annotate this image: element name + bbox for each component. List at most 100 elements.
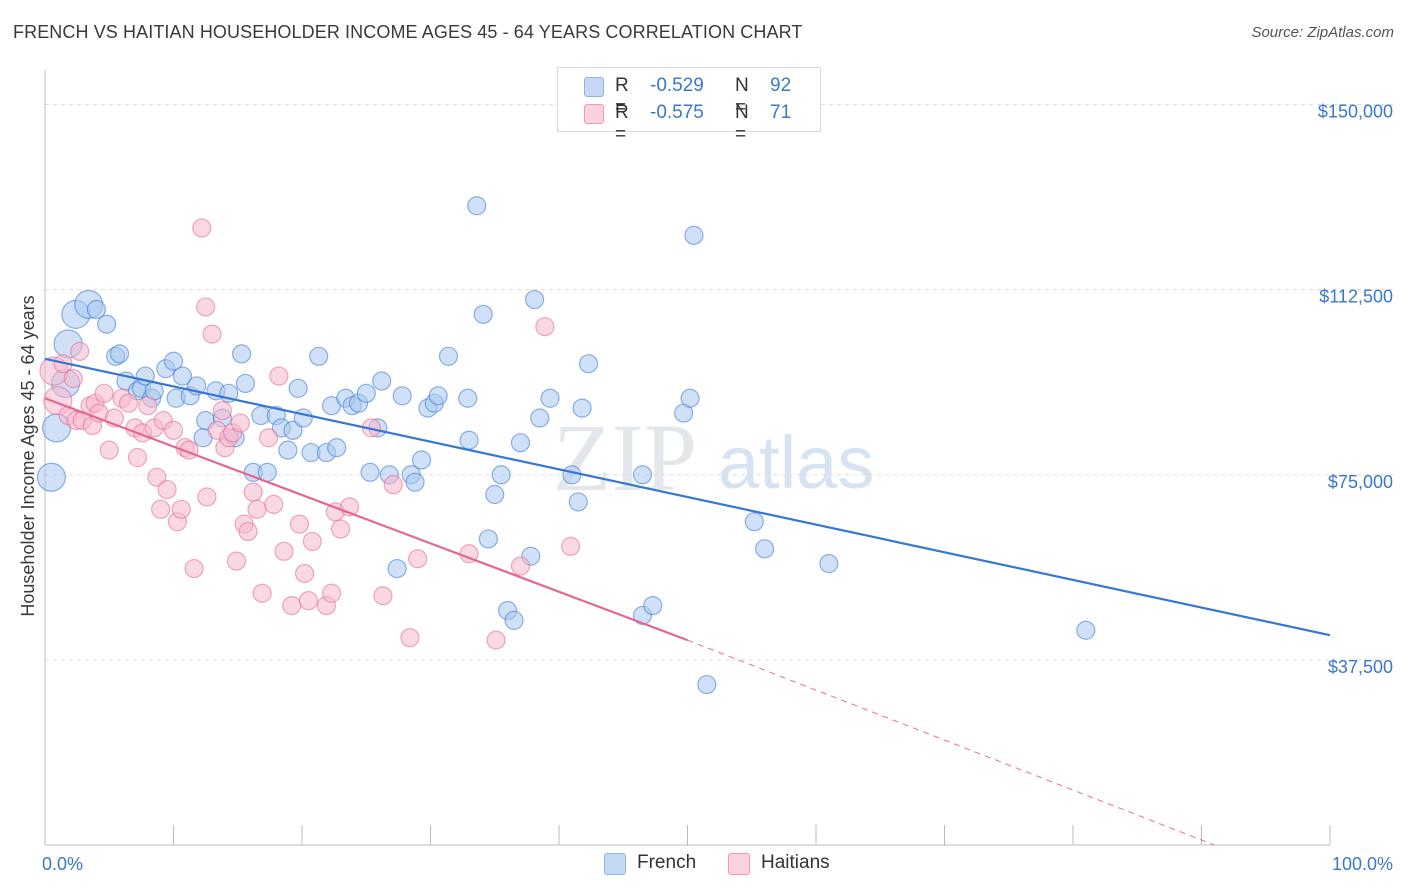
- legend-r-value: -0.575: [650, 102, 704, 123]
- legend-r-value: -0.529: [650, 75, 704, 96]
- haitians-point: [138, 396, 158, 416]
- haitians-swatch: [584, 104, 604, 124]
- french-point: [459, 430, 479, 450]
- legend-n-label: N =: [735, 102, 749, 145]
- french-point: [632, 465, 653, 485]
- french-point: [504, 610, 524, 630]
- french-point: [356, 383, 376, 403]
- haitians-point: [294, 563, 315, 584]
- french-point: [172, 366, 193, 386]
- french-point: [684, 225, 704, 245]
- haitians-point: [184, 558, 204, 579]
- french-point: [163, 351, 184, 371]
- french-point: [680, 388, 700, 408]
- haitians-point: [535, 317, 555, 337]
- y-axis-title: Householder Income Ages 45 - 64 years: [18, 295, 38, 616]
- trend-lines: [44, 357, 1331, 846]
- haitians-point: [330, 519, 351, 539]
- french-point: [387, 558, 407, 579]
- legend-n-value: 92: [770, 75, 792, 96]
- watermark-atlas: atlas: [718, 421, 874, 504]
- haitians-point: [289, 514, 310, 534]
- french-swatch: [584, 77, 604, 97]
- haitians-point: [118, 393, 139, 413]
- haitians-point: [373, 586, 393, 606]
- legend-r-label: R =: [615, 102, 629, 145]
- y-tick-label: $112,500: [1319, 287, 1393, 307]
- y-tick-label: $150,000: [1318, 102, 1393, 122]
- french-point: [411, 450, 432, 470]
- french-point: [36, 462, 67, 492]
- french-point: [473, 304, 493, 324]
- haitians-point: [321, 583, 342, 603]
- y-tick-label: $37,500: [1328, 657, 1393, 677]
- haitians-point: [99, 440, 119, 460]
- haitians-point: [383, 475, 403, 495]
- french-point: [540, 388, 560, 408]
- french-point: [86, 299, 107, 320]
- haitians-point: [171, 499, 191, 519]
- stats-legend: R = -0.529 N = 92 R = -0.575 N = 71: [557, 67, 821, 145]
- haitians-point: [157, 479, 177, 500]
- french-point: [97, 314, 117, 334]
- french-point: [510, 433, 531, 453]
- series-legend: French Haitians: [0, 850, 1406, 880]
- haitians-point: [147, 467, 167, 487]
- y-tick-label: $75,000: [1328, 472, 1393, 492]
- french-point: [309, 346, 329, 366]
- haitians-point: [196, 297, 216, 317]
- haitians-point: [252, 583, 272, 603]
- haitians-point: [282, 595, 302, 616]
- haitians-point: [408, 549, 428, 569]
- haitians-trend-line: [44, 397, 688, 642]
- legend-r-label: R =: [615, 75, 629, 118]
- french-point: [232, 344, 252, 364]
- haitians-swatch: [728, 853, 750, 875]
- watermark: ZIP atlas: [553, 404, 874, 511]
- french-point: [372, 371, 392, 391]
- french-point: [578, 354, 599, 374]
- french-point: [288, 378, 308, 398]
- legend-label-haitians: Haitians: [761, 852, 830, 873]
- haitians-point: [192, 218, 212, 238]
- french-point: [643, 595, 663, 616]
- french-point: [428, 386, 448, 406]
- french-point: [524, 289, 545, 310]
- french-trend-line: [44, 357, 1331, 637]
- haitians-point: [163, 420, 184, 440]
- haitians-point: [269, 366, 289, 386]
- haitians-point: [264, 494, 284, 514]
- legend-n-label: N =: [735, 75, 749, 118]
- french-point: [530, 408, 550, 428]
- french-point: [1076, 620, 1096, 640]
- haitians-point: [238, 521, 258, 542]
- legend-n-value: 71: [770, 102, 792, 123]
- haitians-point: [70, 341, 90, 361]
- haitians-point: [258, 428, 279, 448]
- french-point: [568, 492, 588, 512]
- haitians-point: [274, 541, 294, 561]
- french-point: [392, 386, 412, 406]
- haitians-point: [63, 368, 83, 389]
- french-point: [109, 344, 130, 364]
- french-point: [744, 512, 764, 532]
- haitians-point: [151, 499, 171, 519]
- haitians-trend-extension: [687, 639, 1215, 846]
- french-point: [485, 484, 505, 505]
- haitians-point: [400, 628, 420, 648]
- french-point: [562, 465, 582, 485]
- haitians-point: [510, 556, 531, 576]
- french-point: [278, 440, 298, 460]
- french-point: [327, 438, 347, 458]
- chart-title: FRENCH VS HAITIAN HOUSEHOLDER INCOME AGE…: [13, 22, 803, 42]
- axes: [44, 70, 1331, 846]
- french-point: [697, 674, 717, 695]
- french-point: [819, 554, 839, 574]
- french-point: [283, 420, 303, 440]
- french-point: [467, 196, 487, 216]
- french-point: [405, 472, 425, 492]
- haitians-point: [298, 591, 319, 611]
- haitians-point: [243, 482, 263, 502]
- french-point: [438, 346, 459, 366]
